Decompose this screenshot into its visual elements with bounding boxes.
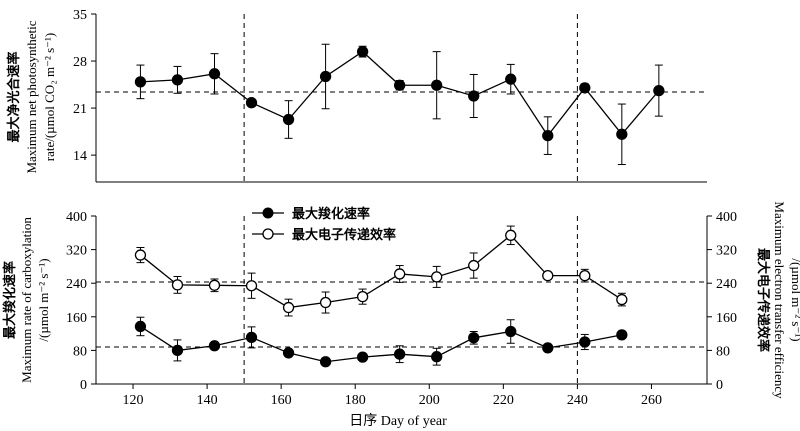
data-point-1	[245, 280, 258, 292]
legend-label-carboxylation: 最大羧化速率	[292, 206, 370, 222]
y-tick-label-right: 160	[716, 311, 737, 326]
data-point-0	[653, 84, 665, 97]
bottom-ylabel-right-en-2: /(µmol m⁻² s⁻¹)	[789, 258, 800, 341]
bottom-ylabel-left-en-1: Maximum rate of carboxylation	[19, 217, 34, 383]
data-point-0	[431, 351, 443, 363]
bottom-ylabel-right-cn: 最大电子传递效率	[755, 248, 771, 352]
data-point-0	[356, 351, 369, 363]
data-point-0	[579, 82, 591, 94]
y-tick-label-left: 35	[73, 8, 87, 23]
y-tick-label-left: 400	[66, 210, 87, 225]
data-point-0	[245, 331, 258, 344]
data-point-1	[171, 279, 184, 291]
y-tick-label-left: 320	[66, 244, 87, 259]
legend: 最大羧化速率 最大电子传递效率	[252, 206, 396, 243]
data-point-0	[171, 344, 184, 357]
data-point-1	[579, 269, 591, 282]
y-tick-label-left: 240	[66, 277, 87, 292]
y-tick-label-right: 320	[716, 244, 737, 259]
legend-marker-electron	[262, 228, 274, 240]
data-point-1	[542, 269, 554, 282]
data-point-0	[208, 340, 221, 352]
data-point-0	[579, 336, 591, 348]
data-point-0	[393, 348, 406, 360]
data-point-0	[245, 97, 258, 109]
y-tick-label-right: 0	[716, 378, 723, 393]
bottom-ylabel-left-en-2: /(µmol m⁻² s⁻¹)	[36, 258, 51, 341]
data-point-1	[319, 296, 332, 309]
top-panel: 14 21 28 35	[73, 8, 707, 183]
data-point-1	[208, 279, 221, 291]
legend-marker-carboxylation	[262, 207, 274, 219]
y-tick-label-right: 240	[716, 277, 737, 292]
x-tick-label: 180	[345, 393, 366, 408]
data-point-0	[468, 90, 480, 102]
data-point-0	[208, 68, 221, 80]
bottom-panel: 0 0 80 80 160 160 240 240 320 320 400 400 120 140 160 1…	[66, 210, 737, 408]
data-point-0	[282, 113, 295, 126]
data-point-0	[134, 76, 147, 88]
y-tick-label-right: 80	[716, 344, 730, 359]
data-point-0	[431, 79, 443, 91]
y-tick-label-left: 14	[73, 149, 87, 164]
y-tick-label-left: 21	[73, 102, 87, 117]
top-ylabel-cn: 最大净光合速率	[6, 51, 22, 142]
x-axis-title: 日序 Day of year	[349, 413, 447, 429]
data-point-0	[356, 45, 369, 58]
data-point-1	[468, 259, 480, 272]
data-point-1	[282, 301, 295, 314]
data-point-0	[282, 347, 295, 359]
x-tick-label: 140	[197, 393, 218, 408]
bottom-ylabel-right-en-1: Maximum electron transfer efficiency	[772, 201, 787, 399]
series-line-0	[140, 325, 622, 363]
data-point-1	[393, 268, 406, 280]
bottom-ylabel-left-cn: 最大羧化速率	[2, 261, 18, 339]
y-tick-label-left: 28	[73, 55, 87, 70]
data-point-0	[616, 329, 628, 341]
x-tick-label: 160	[271, 393, 292, 408]
data-point-1	[356, 290, 369, 303]
data-point-1	[505, 229, 517, 241]
data-point-0	[134, 320, 147, 333]
y-tick-label-right: 400	[716, 210, 737, 225]
x-tick-label: 120	[123, 393, 144, 408]
y-tick-label-left: 0	[80, 378, 87, 393]
data-point-0	[468, 332, 480, 344]
data-point-0	[319, 70, 332, 83]
data-point-0	[505, 325, 517, 338]
x-tick-label: 220	[493, 393, 514, 408]
data-point-0	[171, 74, 184, 86]
data-point-1	[134, 249, 147, 261]
series-line-1	[140, 234, 623, 309]
data-point-0	[616, 128, 628, 140]
x-tick-label: 260	[641, 393, 662, 408]
y-tick-label-left: 80	[73, 344, 87, 359]
data-point-1	[616, 293, 628, 306]
data-point-0	[393, 79, 406, 91]
data-point-1	[431, 271, 443, 283]
data-point-0	[319, 356, 332, 368]
legend-label-electron: 最大电子传递效率	[292, 227, 396, 243]
y-tick-label-left: 160	[66, 311, 87, 326]
data-point-0	[542, 342, 554, 354]
top-ylabel-en-2: rate/(µmol CO₂ m⁻² s⁻¹)	[42, 33, 57, 162]
x-tick-label: 240	[567, 393, 588, 408]
data-point-0	[542, 129, 554, 142]
top-ylabel-en-1: Maximum net photosynthetic	[24, 20, 39, 173]
x-tick-label: 200	[419, 393, 440, 408]
data-point-0	[505, 73, 517, 85]
